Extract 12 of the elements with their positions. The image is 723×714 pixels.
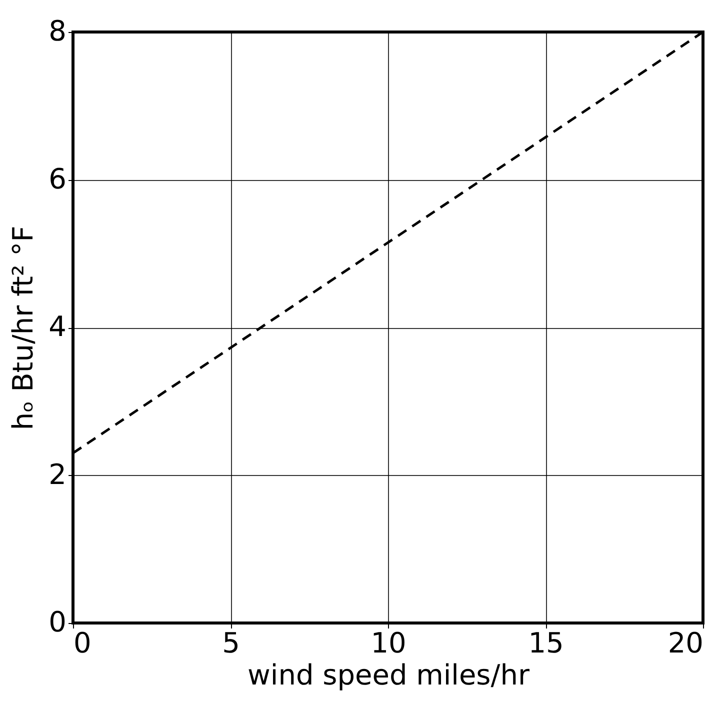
y-tick-label: 0 xyxy=(48,606,66,638)
y-tick-label: 6 xyxy=(48,162,66,196)
x-tick-label: 20 xyxy=(668,626,704,660)
y-tick-label: 8 xyxy=(48,14,66,48)
x-tick-label: 15 xyxy=(528,626,564,660)
x-axis-title: wind speed miles/hr xyxy=(248,658,530,692)
y-axis-title: hₒ Btu/hr ft² °F xyxy=(6,226,40,430)
y-tick-label: 4 xyxy=(48,310,66,343)
x-tick-label: 10 xyxy=(370,626,406,660)
y-tick-label: 2 xyxy=(48,458,66,491)
x-tick-label: 0 xyxy=(74,626,92,660)
x-tick-label: 5 xyxy=(222,626,240,660)
